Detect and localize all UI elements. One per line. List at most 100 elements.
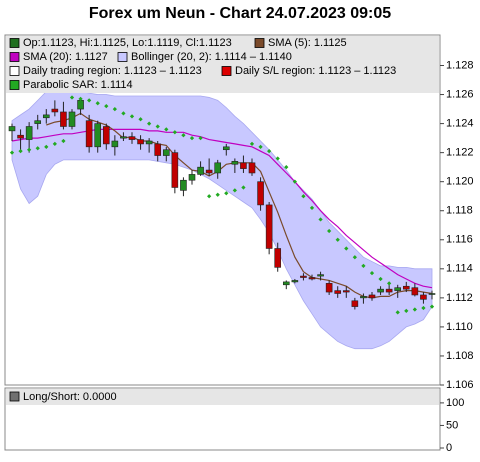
sar-dot [52,141,57,147]
sar-dot [129,114,135,119]
sar-dot [232,188,237,193]
candle-body [85,120,93,148]
sar-dot [412,307,417,312]
candle-body [308,277,316,280]
sar-dot [95,101,100,106]
candle-body [68,111,76,127]
sar-dot [327,228,332,234]
chart-title: Forex um Neun - Chart 24.07.2023 09:05 [89,5,391,22]
candle-body [265,204,273,249]
sar-dot [69,95,75,100]
candle-body [428,293,436,295]
legend-label: Daily S/L region: 1.1123 – 1.1123 [235,65,396,77]
sar-dot [378,276,383,282]
candle-body [257,181,264,206]
y-tick-label: 1.124 [446,117,474,129]
candle-body [111,140,119,148]
legend-label: SMA (5): 1.1125 [268,37,347,49]
y-tick-label: 1.106 [446,379,474,391]
sar-dot [155,124,160,129]
candle-body [351,300,359,307]
candle-body [25,126,33,140]
y-tick-label: 1.114 [446,263,473,275]
candle-body [317,274,324,277]
sar-dot [387,281,392,286]
candle-body [420,294,427,300]
sar-dot [215,192,220,197]
candle-body [94,123,102,148]
y-tick-label: 100 [446,397,464,409]
sar-dot [78,96,83,102]
candle-body [154,143,162,156]
y-tick-label: 1.112 [446,292,473,304]
y-tick-label: 1.108 [446,350,474,362]
candle-body [360,296,367,299]
sar-dot [267,149,272,154]
candle-body [171,152,179,188]
sar-dot [421,305,426,311]
candle-body [394,287,402,291]
y-tick-label: 1.126 [446,88,474,100]
legend-swatch [117,52,128,62]
sar-dot [87,98,92,103]
sar-dot [292,179,297,184]
y-tick-label: 0 [446,442,452,454]
sar-dot [138,117,143,122]
candle-body [8,126,16,132]
candle-body [274,248,282,268]
candle-body [180,179,187,191]
sar-dot [104,104,109,109]
candle-body [282,281,290,286]
candle-body [128,136,136,140]
legend-swatch [221,66,232,76]
candle-body [17,134,24,139]
sar-dot [301,194,306,199]
sar-dot [147,121,152,126]
y-tick-label: 50 [446,419,458,431]
legend-label: Op:1.1123, Hi:1.1125, Lo:1.1119, Cl:1.11… [23,37,232,49]
sar-dot [61,138,66,144]
sar-dot [198,135,203,141]
sar-dot [284,165,289,170]
indicator-line [11,128,433,289]
sar-dot [361,263,366,269]
candle-body [325,283,333,293]
candle-body [60,111,67,127]
sar-dot [18,149,23,154]
sar-dot [172,130,177,135]
sar-dot [241,185,246,190]
candle-body [291,280,299,283]
sar-dot [112,106,117,112]
sar-dot [309,205,315,210]
legend-swatch [9,38,20,48]
candle-body [137,139,144,145]
candle-body [145,140,153,145]
candle-body [197,166,204,175]
sar-dot [121,111,126,116]
candle-body [34,120,42,124]
candle-body [222,146,230,151]
legend-label: Long/Short: 0.0000 [23,391,117,403]
sar-dot [369,271,375,276]
lower-legend-box [6,389,439,405]
sar-dot [9,150,15,155]
sar-dot [258,144,263,149]
legend-swatch [9,391,20,402]
y-tick-label: 1.128 [446,59,474,71]
candle-body [77,100,84,110]
sar-dot [335,237,340,242]
candle-body [51,108,59,113]
sar-dot [404,308,409,314]
candle-body [402,285,410,290]
y-tick-label: 1.122 [446,147,474,159]
legend-label: SMA (20): 1.1127 [23,51,108,63]
legend-label: Daily trading region: 1.1123 – 1.1123 [23,65,202,77]
legend-swatch [9,80,20,90]
sar-dot [352,255,357,260]
candle-body [248,162,256,174]
y-tick-label: 1.118 [446,205,473,217]
legend-swatch [9,52,20,62]
candle-body [214,162,222,174]
legend-swatch [9,66,20,76]
